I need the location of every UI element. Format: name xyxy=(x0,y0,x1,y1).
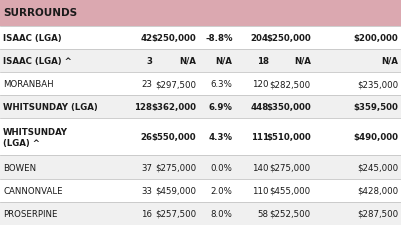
Bar xyxy=(0,156,401,179)
Text: 16: 16 xyxy=(142,209,152,218)
Text: 204: 204 xyxy=(251,34,269,43)
Text: 42: 42 xyxy=(140,34,152,43)
Text: 448: 448 xyxy=(250,103,269,112)
Text: $250,000: $250,000 xyxy=(266,34,311,43)
Text: WHITSUNDAY (LGA): WHITSUNDAY (LGA) xyxy=(3,103,98,112)
Text: SURROUNDS: SURROUNDS xyxy=(3,8,77,18)
Text: $275,000: $275,000 xyxy=(155,163,196,172)
Text: BOWEN: BOWEN xyxy=(3,163,36,172)
Text: $257,500: $257,500 xyxy=(155,209,196,218)
Bar xyxy=(0,96,401,119)
Text: N/A: N/A xyxy=(216,57,233,66)
Text: 2.0%: 2.0% xyxy=(211,186,233,195)
Text: $282,500: $282,500 xyxy=(269,80,311,89)
Text: 18: 18 xyxy=(257,57,269,66)
Text: 128: 128 xyxy=(134,103,152,112)
Text: $252,500: $252,500 xyxy=(269,209,311,218)
Text: 58: 58 xyxy=(258,209,269,218)
Bar xyxy=(0,119,401,156)
Text: $490,000: $490,000 xyxy=(353,133,398,142)
Text: N/A: N/A xyxy=(294,57,311,66)
Text: 0.0%: 0.0% xyxy=(211,163,233,172)
Text: 111: 111 xyxy=(251,133,269,142)
Text: PROSERPINE: PROSERPINE xyxy=(3,209,58,218)
Text: 23: 23 xyxy=(142,80,152,89)
Bar xyxy=(0,202,401,225)
Text: 4.3%: 4.3% xyxy=(209,133,233,142)
Text: $235,000: $235,000 xyxy=(357,80,398,89)
Text: ISAAC (LGA): ISAAC (LGA) xyxy=(3,34,62,43)
Text: N/A: N/A xyxy=(381,57,398,66)
Text: 6.9%: 6.9% xyxy=(209,103,233,112)
Text: $287,500: $287,500 xyxy=(357,209,398,218)
Text: $459,000: $459,000 xyxy=(156,186,196,195)
Text: $200,000: $200,000 xyxy=(353,34,398,43)
Text: -8.8%: -8.8% xyxy=(205,34,233,43)
Bar xyxy=(0,27,401,50)
Text: $455,000: $455,000 xyxy=(269,186,311,195)
Text: $297,500: $297,500 xyxy=(156,80,196,89)
Text: CANNONVALE: CANNONVALE xyxy=(3,186,63,195)
Bar xyxy=(0,0,401,27)
Text: WHITSUNDAY
(LGA) ^: WHITSUNDAY (LGA) ^ xyxy=(3,128,68,147)
Text: 37: 37 xyxy=(142,163,152,172)
Text: MORANBAH: MORANBAH xyxy=(3,80,54,89)
Text: 140: 140 xyxy=(252,163,269,172)
Text: 8.0%: 8.0% xyxy=(211,209,233,218)
Text: $250,000: $250,000 xyxy=(152,34,196,43)
Text: $510,000: $510,000 xyxy=(266,133,311,142)
Text: 3: 3 xyxy=(146,57,152,66)
Bar xyxy=(0,73,401,96)
Bar xyxy=(0,50,401,73)
Text: 6.3%: 6.3% xyxy=(211,80,233,89)
Text: ISAAC (LGA) ^: ISAAC (LGA) ^ xyxy=(3,57,72,66)
Text: $362,000: $362,000 xyxy=(152,103,196,112)
Text: 33: 33 xyxy=(142,186,152,195)
Text: $428,000: $428,000 xyxy=(357,186,398,195)
Bar xyxy=(0,179,401,202)
Text: N/A: N/A xyxy=(180,57,196,66)
Text: $275,000: $275,000 xyxy=(269,163,311,172)
Text: 110: 110 xyxy=(252,186,269,195)
Text: $245,000: $245,000 xyxy=(357,163,398,172)
Text: $350,000: $350,000 xyxy=(266,103,311,112)
Text: $550,000: $550,000 xyxy=(152,133,196,142)
Text: $359,500: $359,500 xyxy=(353,103,398,112)
Text: 26: 26 xyxy=(140,133,152,142)
Text: 120: 120 xyxy=(252,80,269,89)
